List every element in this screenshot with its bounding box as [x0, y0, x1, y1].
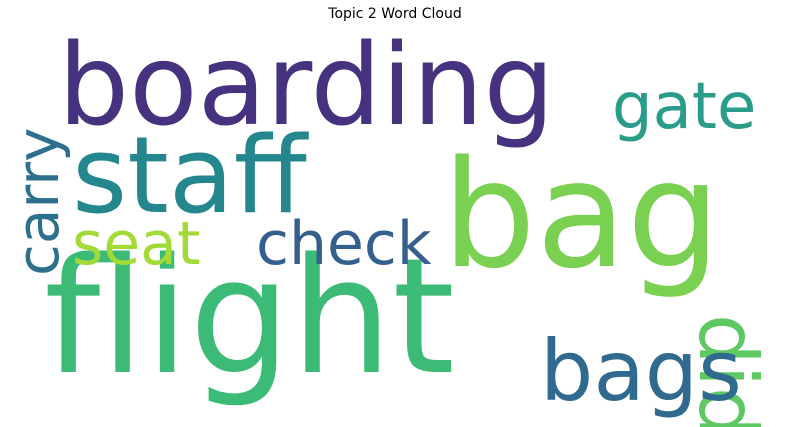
word-boarding: boarding [58, 21, 555, 151]
word-check: check [256, 209, 432, 279]
word-bags: bags [540, 322, 742, 420]
word-staff: staff [72, 114, 310, 237]
word-bag: bag [442, 129, 721, 301]
word-did: did [681, 314, 774, 427]
word-flight: flight [44, 223, 455, 410]
word-carry: carry [4, 128, 72, 276]
word-gate: gate [612, 70, 756, 144]
chart-title: Topic 2 Word Cloud [328, 6, 462, 22]
word-seat: seat [72, 209, 200, 279]
